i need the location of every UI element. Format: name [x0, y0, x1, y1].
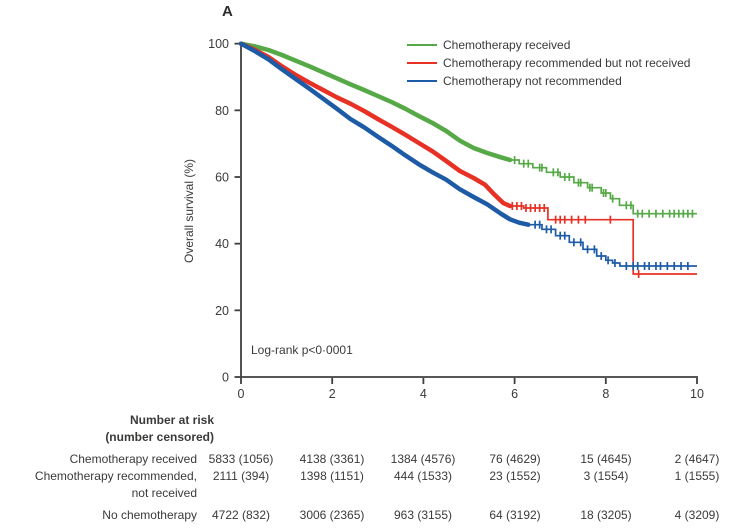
y-tick-label: 100	[208, 37, 229, 51]
y-tick-label: 80	[215, 104, 229, 118]
risk-value: 444 (1533)	[393, 469, 453, 483]
legend-label: Chemotherapy not recommended	[443, 74, 622, 88]
legend-line-blue-icon	[407, 79, 437, 83]
risk-row-label-recommended-line2: not received	[131, 486, 197, 500]
survival-chart-svg: 0 20 40 60 80 100 0 2 4 6 8 10	[208, 37, 704, 401]
km-curve-chemotherapy-not-recommended	[238, 41, 531, 227]
x-tick-label: 4	[420, 387, 427, 401]
censor-marks-chemotherapy-recommended-but-not-received	[511, 202, 640, 278]
legend-item-recommended-not-received: Chemotherapy recommended but not receive…	[407, 54, 690, 72]
risk-value: 2 (4647)	[674, 452, 720, 466]
y-tick-label: 60	[215, 171, 229, 185]
risk-table-title: Number at risk	[129, 413, 214, 427]
risk-value: 2111 (394)	[212, 469, 270, 483]
logrank-annotation: Log-rank p<0·0001	[251, 343, 353, 357]
risk-value: 64 (3192)	[489, 508, 541, 522]
y-tick-label: 20	[215, 304, 229, 318]
risk-value: 3006 (2365)	[299, 508, 365, 522]
x-tick-label: 0	[238, 387, 245, 401]
y-axis-title: Overall survival (%)	[182, 159, 196, 264]
risk-value: 18 (3205)	[580, 508, 632, 522]
legend-line-red-icon	[407, 61, 437, 65]
legend-item-received: Chemotherapy received	[407, 36, 690, 54]
risk-value: 3 (1554)	[583, 469, 629, 483]
x-tick-label: 2	[329, 387, 336, 401]
y-tick-label: 0	[222, 371, 229, 385]
legend-label: Chemotherapy recommended but not receive…	[443, 56, 691, 70]
km-curve-chemotherapy-received	[238, 41, 513, 163]
risk-value: 76 (4629)	[489, 452, 541, 466]
legend-label: Chemotherapy received	[443, 38, 571, 52]
risk-value: 1384 (4576)	[390, 452, 456, 466]
risk-value: 1 (1555)	[674, 469, 720, 483]
km-curve-tail-chemotherapy-received	[510, 159, 697, 215]
axis-tick-labels: 0 20 40 60 80 100 0 2 4 6 8 10	[208, 37, 704, 401]
x-tick-label: 8	[602, 387, 609, 401]
legend: Chemotherapy received Chemotherapy recom…	[407, 36, 690, 90]
risk-value: 4722 (832)	[211, 508, 271, 522]
risk-value: 23 (1552)	[489, 469, 541, 483]
risk-value: 4 (3209)	[674, 508, 720, 522]
risk-row-label-received: Chemotherapy received	[69, 452, 197, 466]
risk-value: 1398 (1151)	[300, 469, 364, 483]
censor-marks-chemotherapy-received	[513, 156, 694, 218]
risk-value: 963 (3155)	[393, 508, 453, 522]
risk-value: 4138 (3361)	[299, 452, 365, 466]
risk-table-subtitle: (number censored)	[105, 430, 214, 444]
legend-line-green-icon	[407, 43, 437, 47]
risk-row-label-recommended: Chemotherapy recommended,	[34, 469, 197, 483]
censor-marks-chemotherapy-not-recommended	[534, 220, 689, 270]
km-curve-tail-chemotherapy-not-recommended	[528, 223, 697, 267]
km-curve-chemotherapy-recommended-but-not-received	[238, 41, 513, 209]
panel-label: A	[222, 3, 233, 20]
risk-value: 15 (4645)	[580, 452, 632, 466]
risk-row-label-no-chemo: No chemotherapy	[102, 508, 197, 522]
y-tick-label: 40	[215, 237, 229, 251]
legend-item-not-recommended: Chemotherapy not recommended	[407, 72, 690, 90]
risk-value: 5833 (1056)	[208, 452, 274, 466]
x-tick-label: 6	[511, 387, 518, 401]
x-tick-label: 10	[690, 387, 704, 401]
axes	[234, 42, 698, 384]
